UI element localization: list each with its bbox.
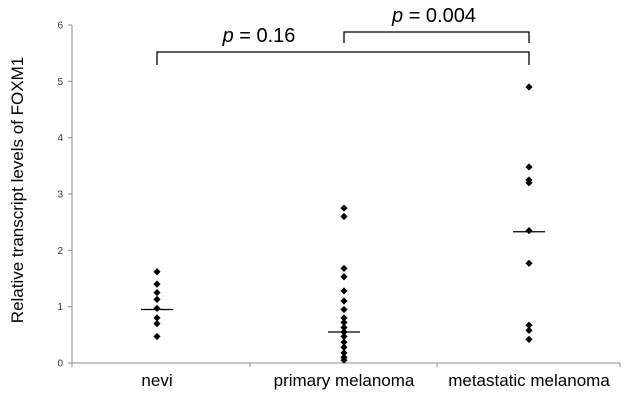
data-point bbox=[153, 319, 161, 328]
data-point bbox=[525, 83, 533, 91]
data-point bbox=[153, 288, 161, 297]
data-point bbox=[153, 314, 161, 322]
data-point bbox=[340, 323, 348, 332]
significance-bracket bbox=[343, 31, 530, 43]
data-point bbox=[340, 297, 348, 305]
data-point bbox=[525, 227, 533, 235]
y-axis-ticks: 0 1 2 3 4 5 6 bbox=[57, 21, 72, 370]
significance-brackets: p = 0.16 p = 0.004 bbox=[156, 5, 530, 65]
data-point bbox=[525, 335, 533, 343]
y-tick-label: 0 bbox=[57, 359, 63, 370]
data-point bbox=[153, 295, 161, 303]
y-tick-label: 2 bbox=[57, 246, 63, 257]
data-point bbox=[340, 264, 348, 272]
p-value-label: p = 0.004 bbox=[391, 5, 476, 27]
data-point bbox=[340, 314, 348, 322]
x-category-label: primary melanoma bbox=[274, 371, 415, 390]
data-point bbox=[525, 321, 533, 329]
data-point bbox=[340, 318, 348, 327]
data-point bbox=[340, 338, 348, 346]
data-point bbox=[340, 332, 348, 341]
data-point bbox=[525, 326, 533, 334]
data-points bbox=[153, 83, 533, 364]
y-tick-label: 3 bbox=[57, 190, 63, 201]
data-point bbox=[340, 349, 348, 357]
data-point bbox=[153, 332, 161, 341]
data-point bbox=[340, 287, 348, 295]
significance-bracket bbox=[156, 51, 530, 65]
y-axis-label: Relative transcript levels of FOXM1 bbox=[8, 57, 27, 323]
data-point bbox=[340, 343, 348, 351]
axes bbox=[71, 25, 621, 367]
data-point bbox=[525, 179, 533, 187]
data-point bbox=[340, 273, 348, 281]
data-point bbox=[340, 204, 348, 212]
data-point bbox=[153, 280, 161, 288]
x-category-label: metastatic melanoma bbox=[448, 371, 610, 390]
x-category-label: nevi bbox=[141, 371, 172, 390]
p-value-label: p = 0.16 bbox=[222, 25, 296, 47]
data-point bbox=[153, 304, 161, 312]
data-point bbox=[525, 163, 533, 171]
y-tick-label: 1 bbox=[57, 302, 63, 313]
data-point bbox=[340, 212, 348, 221]
y-tick-label: 6 bbox=[57, 21, 63, 32]
data-point bbox=[340, 356, 348, 364]
y-tick-label: 5 bbox=[57, 77, 63, 88]
data-point bbox=[153, 268, 161, 276]
data-point bbox=[525, 259, 533, 267]
data-point bbox=[340, 328, 348, 336]
category-labels: nevi primary melanoma metastatic melanoma bbox=[141, 371, 610, 390]
data-point bbox=[340, 305, 348, 314]
y-tick-label: 4 bbox=[57, 133, 63, 144]
